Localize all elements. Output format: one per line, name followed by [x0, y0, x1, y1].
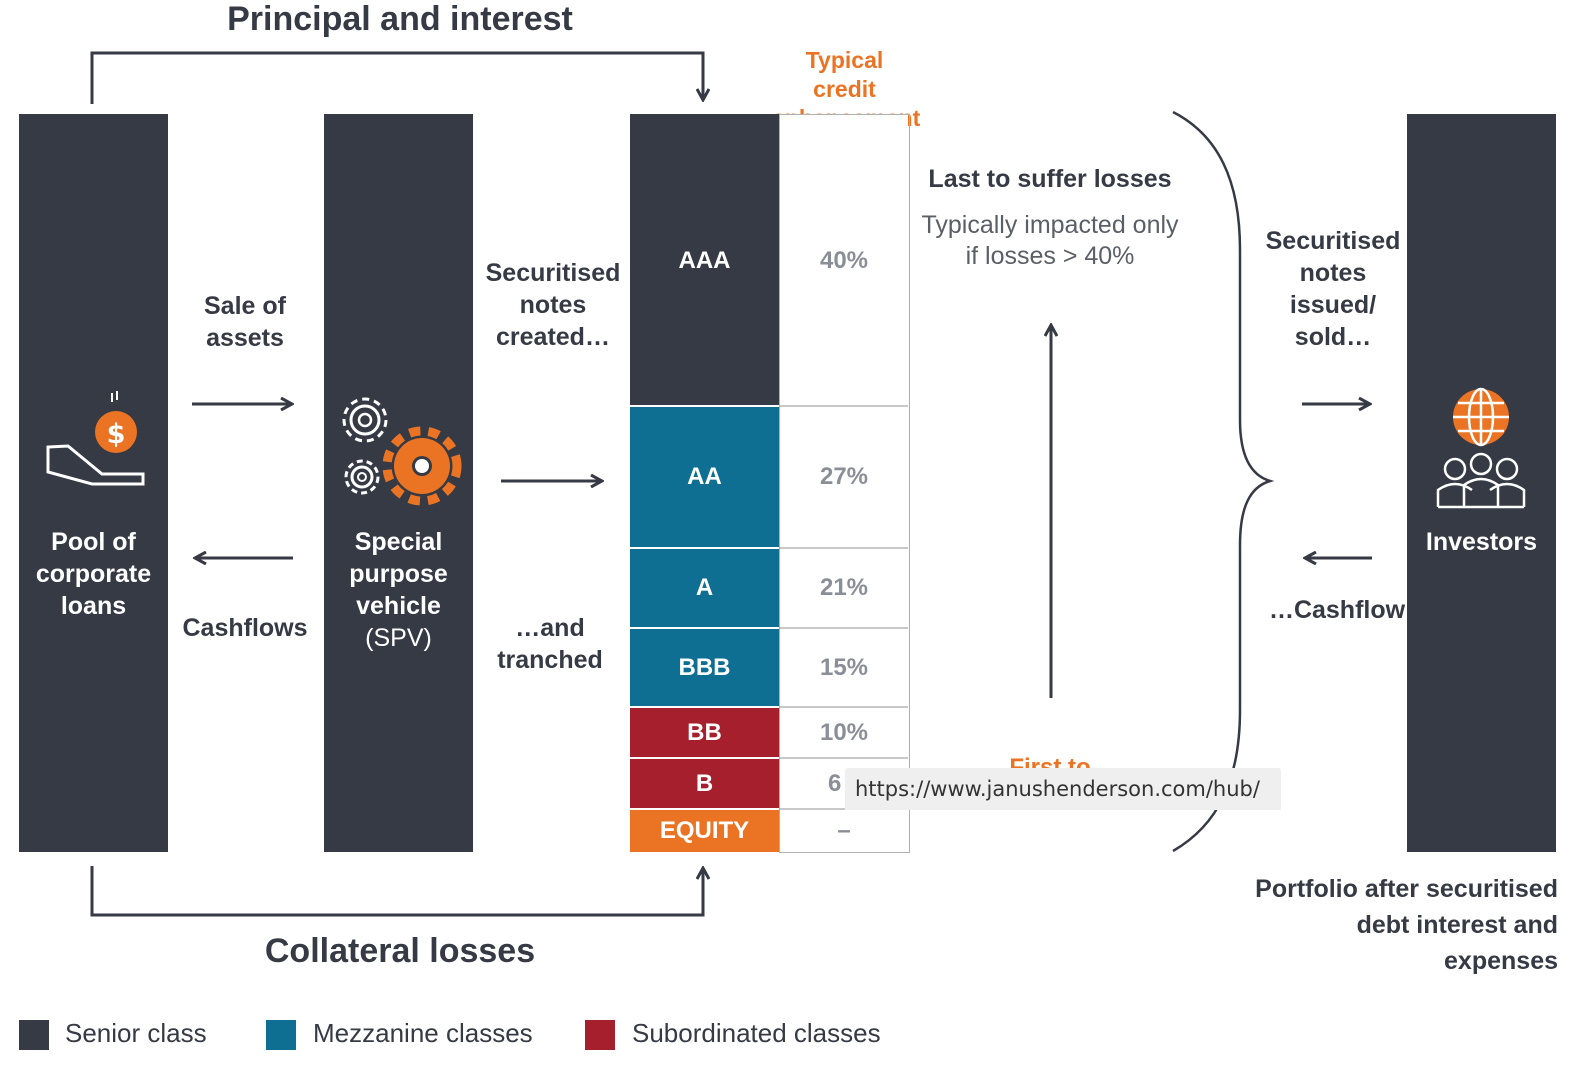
- enhancement-bb: 10%: [780, 708, 908, 759]
- url-tooltip: https://www.janushenderson.com/hub/: [845, 768, 1281, 810]
- first-losses-label: First to: [1009, 754, 1091, 768]
- tranched-label: …and tranched: [497, 614, 603, 674]
- enhancement-equity: –: [780, 810, 908, 851]
- tranche-a: A: [630, 549, 779, 629]
- enhancement-bbb: 15%: [780, 629, 908, 708]
- principal-interest-label: Principal and interest: [227, 0, 573, 38]
- tranche-bb: BB: [630, 708, 779, 759]
- notes-issued-label: Securitised notes issued/sold…: [1265, 227, 1401, 351]
- legend-label-mezzanine: Mezzanine classes: [313, 1018, 533, 1048]
- investors-label: Investors: [1425, 528, 1538, 556]
- pool-column: [19, 114, 168, 852]
- tranche-b: B: [630, 759, 779, 810]
- tranche-table-border: [779, 114, 910, 853]
- tranche-equity: EQUITY: [630, 810, 779, 852]
- portfolio-label: Portfolio after securitised debt interest…: [1255, 875, 1558, 975]
- tranche-bbb: BBB: [630, 629, 779, 708]
- last-losses-desc: Typically impacted only if losses > 40%: [921, 211, 1179, 270]
- tranche-aaa: AAA: [630, 114, 779, 407]
- principal-interest-arrow: [90, 51, 703, 104]
- legend-swatch-subordinated: [585, 1020, 615, 1050]
- enhancement-aaa: 40%: [780, 115, 908, 407]
- cashflows-label: Cashflows: [182, 614, 308, 642]
- legend-swatch-mezzanine: [266, 1020, 296, 1050]
- investor-cashflow-label: …Cashflow: [1268, 596, 1406, 624]
- investors-column: [1407, 114, 1556, 852]
- legend-swatch-senior: [19, 1020, 49, 1050]
- spv-column: [324, 114, 473, 852]
- enhancement-a: 21%: [780, 549, 908, 629]
- last-losses-title: Last to suffer losses: [928, 165, 1172, 193]
- legend-label-subordinated: Subordinated classes: [632, 1018, 881, 1048]
- enhancement-aa: 27%: [780, 407, 908, 549]
- tranche-aa: AA: [630, 407, 779, 549]
- pool-label: Pool of corporate loans: [35, 528, 152, 620]
- sale-of-assets-label: Sale of assets: [204, 292, 286, 352]
- legend-label-senior: Senior class: [65, 1018, 207, 1048]
- collateral-losses-label: Collateral losses: [264, 932, 536, 970]
- notes-created-label: Securitised notes created…: [485, 259, 621, 351]
- collateral-losses-arrow: [90, 866, 703, 917]
- url-text[interactable]: https://www.janushenderson.com/hub/: [855, 777, 1260, 801]
- spv-label: Special purpose vehicle (SPV): [349, 528, 448, 652]
